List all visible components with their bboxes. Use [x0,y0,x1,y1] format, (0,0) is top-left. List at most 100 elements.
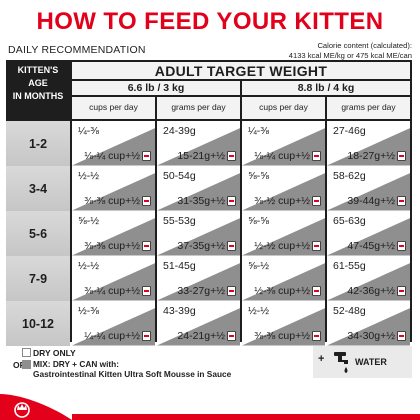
mix-value-text: 37-35g+½ [177,239,225,252]
can-icon [142,330,151,341]
dry-only-value: 50-54g [163,170,196,182]
weight-header-3kg: 6.6 lb / 3 kg [72,81,240,95]
mix-value-text: ⅛-¼ cup+½ [254,149,310,162]
mix-value-text: ⅜-½ cup+½ [254,194,310,207]
mix-triangle [242,308,325,346]
legend-mix-line-1: MIX: DRY + CAN with: [33,359,119,369]
can-icon [142,150,151,161]
water-tap-icon [334,352,348,373]
dry-only-value: 24-39g [163,125,196,137]
table-cell: 51-45g 33-27g+½ [157,256,240,301]
age-cell: 5-6 [6,211,70,256]
daily-recommendation-label: DAILY RECOMMENDATION [8,44,146,56]
can-icon [397,150,406,161]
dry-only-value: ¼-⅜ [78,125,100,137]
can-icon [312,240,321,251]
mix-value-text: ½-⅜ cup+½ [254,284,310,297]
mix-triangle [327,218,410,256]
mix-value-text: ¼-¼ cup+½ [84,329,140,342]
legend-mix-line-2: Gastrointestinal Kitten Ultra Soft Mouss… [33,369,232,379]
mix-value-text: ⅜-¼ cup+½ [84,284,140,297]
mix-value: ⅜-⅜ cup+½ [84,195,151,207]
weight-header-4kg: 8.8 lb / 4 kg [242,81,410,95]
dry-only-value: ⅝-⅝ [248,170,270,182]
mix-value-text: ⅛-¼ cup+½ [84,149,140,162]
table-cell: 55-53g 37-35g+½ [157,211,240,256]
mix-swatch [22,360,31,369]
mix-triangle [242,218,325,256]
age-header-line-3: IN MONTHS [12,91,64,101]
can-icon [142,195,151,206]
table-cell: ¼-⅜ ⅛-¼ cup+½ [72,121,155,166]
table-cell: ⅝-⅝ ⅜-½ cup+½ [242,166,325,211]
mix-value-text: 33-27g+½ [177,284,225,297]
can-icon [227,285,236,296]
can-icon [397,285,406,296]
mix-value: ½-½ cup+½ [254,240,321,252]
can-icon [227,240,236,251]
mix-value: ⅜-½ cup+½ [254,195,321,207]
age-cell: 7-9 [6,256,70,301]
mix-value: 39-44g+½ [347,195,406,207]
table-cell: 50-54g 31-35g+½ [157,166,240,211]
adult-target-weight-header: ADULT TARGET WEIGHT [72,62,410,79]
dry-only-value: ⅝-½ [78,215,100,227]
can-icon [397,195,406,206]
mix-value: 33-27g+½ [177,285,236,297]
mix-triangle [157,128,240,166]
table-cell: ½-½ ⅜-¼ cup+½ [72,256,155,301]
mix-value-text: 47-45g+½ [347,239,395,252]
water-label: WATER [355,357,387,367]
can-icon [312,285,321,296]
age-header-line-1: KITTEN'S [17,65,59,75]
table-cell: ½-½ ⅜-⅜ cup+½ [242,301,325,346]
dry-only-swatch [22,348,31,357]
dry-only-value: ½-½ [78,260,100,272]
sub-header-grams-4kg: grams per day [327,97,410,119]
can-icon [397,330,406,341]
table-cell: 24-39g 15-21g+½ [157,121,240,166]
mix-value-text: 15-21g+½ [177,149,225,162]
age-header-line-2: AGE [28,78,48,88]
plus-sign: + [318,353,325,365]
mix-value-text: ⅜-⅜ cup+½ [84,194,140,207]
mix-triangle [157,308,240,346]
can-icon [312,195,321,206]
sub-header-cups-4kg: cups per day [242,97,325,119]
table-cell: ⅝-½ ⅜-⅜ cup+½ [72,211,155,256]
calorie-line-2: 4133 kcal ME/kg or 475 kcal ME/can [288,50,412,60]
mix-triangle [327,308,410,346]
mix-triangle [157,263,240,301]
mix-value: 42-36g+½ [347,285,406,297]
can-icon [397,240,406,251]
mix-triangle [157,173,240,211]
mix-value: 34-30g+½ [347,330,406,342]
mix-triangle [327,173,410,211]
can-icon [312,330,321,341]
age-cell: 3-4 [6,166,70,211]
mix-value: 15-21g+½ [177,150,236,162]
dry-only-value: ½-½ [78,170,100,182]
can-icon [142,285,151,296]
mix-value: ⅛-¼ cup+½ [84,150,151,162]
sub-header-cups-3kg: cups per day [72,97,155,119]
mix-value: 18-27g+½ [347,150,406,162]
dry-only-value: ⅝-⅝ [248,215,270,227]
age-cell: 1-2 [6,121,70,166]
dry-only-value: 51-45g [163,260,196,272]
dry-only-value: 55-53g [163,215,196,227]
royal-canin-crown-logo [0,394,72,420]
mix-value: 37-35g+½ [177,240,236,252]
mix-value-text: 39-44g+½ [347,194,395,207]
mix-triangle [327,128,410,166]
dry-only-value: ½-½ [248,305,270,317]
mix-triangle [157,218,240,256]
water-box [313,346,412,378]
footer-red-bar [72,414,420,420]
mix-value-text: 42-36g+½ [347,284,395,297]
table-cell: ½-½ ⅜-⅜ cup+½ [72,166,155,211]
age-header: KITTEN'S AGE IN MONTHS [6,60,70,120]
mix-value-text: ⅜-⅜ cup+½ [254,329,310,342]
dry-only-value: 27-46g [333,125,366,137]
legend-dry-only: DRY ONLY [33,348,76,358]
